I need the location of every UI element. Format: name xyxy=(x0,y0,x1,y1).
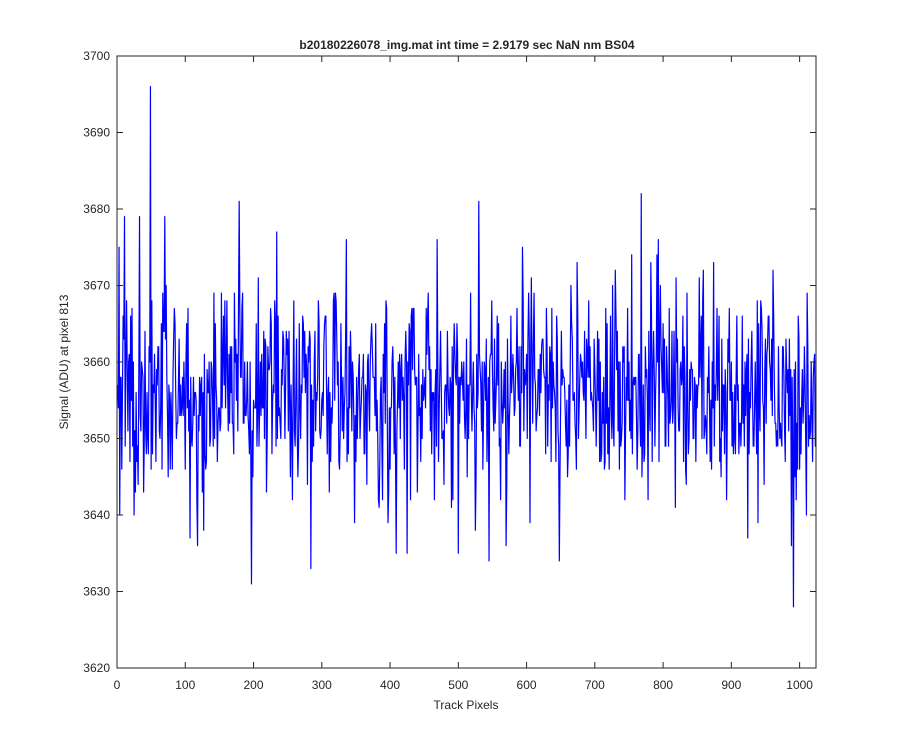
x-tick-label: 200 xyxy=(244,678,264,692)
x-tick-label: 800 xyxy=(653,678,673,692)
y-axis-label: Signal (ADU) at pixel 813 xyxy=(57,294,71,429)
x-axis-ticks: 0 100 200 300 400 500 600 700 800 900 1000 xyxy=(114,56,813,692)
x-tick-label: 400 xyxy=(380,678,400,692)
y-tick-label: 3700 xyxy=(83,49,110,63)
y-tick-label: 3650 xyxy=(83,432,110,446)
y-tick-label: 3630 xyxy=(83,585,110,599)
x-axis-label: Track Pixels xyxy=(434,698,499,712)
x-tick-label: 500 xyxy=(448,678,468,692)
chart-title: b20180226078_img.mat int time = 2.9179 s… xyxy=(299,38,635,52)
x-tick-label: 300 xyxy=(312,678,332,692)
y-tick-label: 3670 xyxy=(83,279,110,293)
x-tick-label: 1000 xyxy=(786,678,813,692)
x-tick-label: 700 xyxy=(585,678,605,692)
x-tick-label: 600 xyxy=(517,678,537,692)
y-tick-label: 3660 xyxy=(83,355,110,369)
y-tick-label: 3640 xyxy=(83,508,110,522)
y-tick-label: 3690 xyxy=(83,126,110,140)
y-tick-label: 3620 xyxy=(83,661,110,675)
y-tick-label: 3680 xyxy=(83,202,110,216)
y-axis-ticks: 3620 3630 3640 3650 3660 3670 3680 3690 3700 xyxy=(83,49,816,675)
x-tick-label: 100 xyxy=(175,678,195,692)
signal-line-series xyxy=(117,86,816,608)
x-tick-label: 0 xyxy=(114,678,121,692)
x-tick-label: 900 xyxy=(721,678,741,692)
plot-area xyxy=(116,55,817,669)
